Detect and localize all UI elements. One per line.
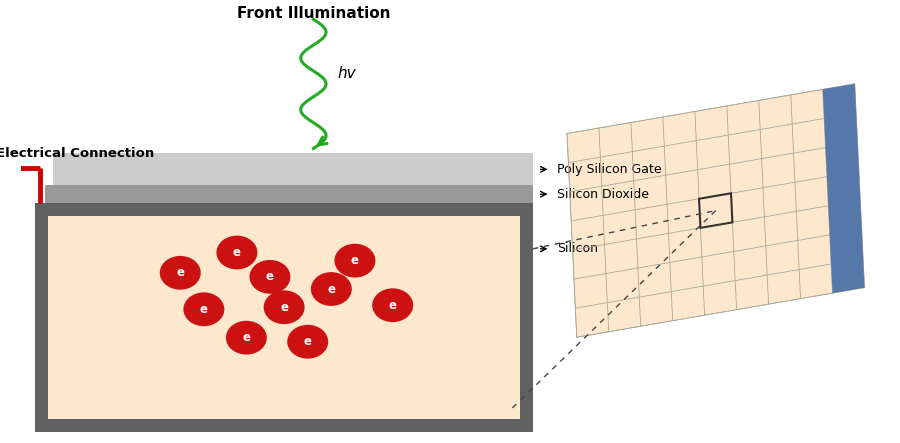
Text: e: e [351,254,359,267]
Text: e: e [176,266,184,279]
Bar [45,185,533,203]
Text: hv: hv [338,66,356,81]
Text: e: e [233,246,241,259]
Ellipse shape [264,290,304,324]
Ellipse shape [249,260,291,294]
Polygon shape [567,84,865,337]
Bar [53,153,533,185]
Bar [48,216,520,419]
Ellipse shape [226,321,266,354]
Bar [35,203,533,431]
Text: e: e [303,335,311,348]
Ellipse shape [287,325,328,359]
Text: Electrical Connection: Electrical Connection [0,147,155,160]
Ellipse shape [310,272,352,306]
Ellipse shape [335,244,375,277]
Ellipse shape [184,292,224,326]
Text: e: e [280,301,288,314]
Text: e: e [328,283,336,295]
Text: Silicon: Silicon [557,242,598,255]
Text: Front Illumination: Front Illumination [237,6,390,21]
Ellipse shape [373,288,413,322]
Text: e: e [389,299,397,312]
Polygon shape [823,84,865,293]
Text: Silicon Dioxide: Silicon Dioxide [557,188,649,201]
Text: e: e [200,303,208,316]
Text: e: e [266,270,274,284]
Text: e: e [242,331,250,344]
Ellipse shape [160,256,201,290]
Ellipse shape [216,236,257,269]
Text: Poly Silicon Gate: Poly Silicon Gate [557,163,662,176]
